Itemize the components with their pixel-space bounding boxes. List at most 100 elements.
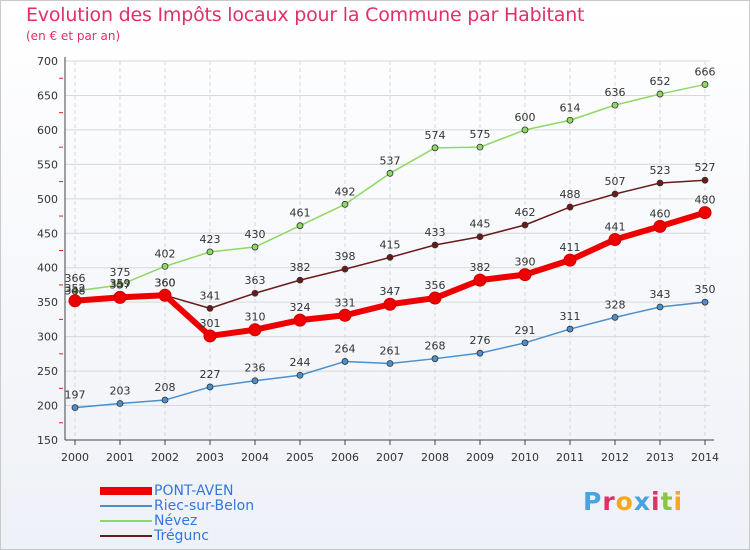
data-point [338,308,352,322]
data-point [161,396,169,404]
data-label: 348 [65,285,86,298]
data-point [476,233,484,241]
legend-item: Trégunc [100,528,340,544]
data-label: 363 [245,274,266,287]
chart-legend: PONT-AVEN Riec-sur-Belon Névez Trégunc [100,483,340,544]
data-label: 366 [65,272,86,285]
data-point [518,268,532,282]
data-point [386,360,394,367]
data-label: 636 [605,86,626,99]
data-point [476,143,484,151]
data-label: 423 [200,233,221,246]
data-label: 359 [110,277,131,290]
data-point [383,297,397,311]
y-tick-label: 350 [37,296,58,309]
legend-swatch [100,487,152,495]
data-label: 441 [605,220,626,233]
data-point [251,289,259,297]
data-point [521,339,529,347]
data-point [701,81,709,88]
data-label: 328 [605,298,626,311]
data-point [521,126,529,134]
x-tick-label: 2000 [61,451,89,464]
data-point [68,294,82,308]
data-label: 244 [290,356,311,369]
data-point [251,377,259,385]
data-label: 488 [560,188,581,201]
data-label: 666 [695,65,716,78]
data-point [431,241,439,249]
x-tick-label: 2013 [646,451,674,464]
data-label: 398 [335,250,356,263]
y-tick-label: 150 [37,434,58,447]
data-label: 208 [155,381,176,394]
data-point [206,248,214,256]
y-tick-label: 700 [37,55,58,68]
data-point [656,303,664,311]
legend-swatch [100,535,152,537]
data-point [386,169,394,177]
data-point [608,232,622,246]
data-label: 415 [380,238,401,251]
data-label: 197 [65,389,86,402]
x-tick-label: 2011 [556,451,584,464]
data-label: 433 [425,226,446,239]
data-point [116,400,124,407]
data-label: 268 [425,340,446,353]
legend-swatch [100,520,152,522]
data-point [428,291,442,305]
data-point [656,90,664,98]
x-tick-label: 2012 [601,451,629,464]
data-label: 360 [155,276,176,289]
x-tick-label: 2002 [151,451,179,464]
data-label: 390 [515,256,536,269]
data-point [566,116,574,124]
legend-label: Névez [154,513,198,529]
data-point [611,190,619,198]
data-label: 461 [290,207,311,220]
data-point [698,206,712,220]
x-tick-label: 2009 [466,451,494,464]
data-label: 324 [290,301,311,314]
data-point [296,276,304,284]
data-label: 492 [335,185,356,198]
data-label: 331 [335,296,356,309]
data-point [701,298,709,306]
data-label: 301 [200,317,221,330]
y-tick-label: 200 [37,400,58,413]
legend-label: Trégunc [154,528,209,544]
data-label: 411 [560,241,581,254]
data-point [296,371,304,379]
data-point [431,144,439,152]
data-point [611,313,619,321]
x-tick-label: 2010 [511,451,539,464]
data-point [113,290,127,304]
data-label: 356 [425,279,446,292]
data-point [431,355,439,363]
data-point [476,349,484,357]
data-label: 347 [380,285,401,298]
y-tick-label: 400 [37,262,58,275]
data-point [71,404,79,412]
data-point [611,101,619,109]
data-point [386,253,394,261]
data-label: 402 [155,247,176,260]
data-point [653,219,667,233]
data-label: 652 [650,75,671,88]
data-point [563,253,577,267]
data-label: 600 [515,111,536,124]
data-label: 276 [470,334,491,347]
legend-item: Riec-sur-Belon [100,498,340,514]
data-point [293,313,307,327]
data-label: 343 [650,288,671,301]
legend-item: Névez [100,513,340,529]
data-label: 360 [155,276,176,289]
data-label: 575 [470,128,491,141]
y-tick-label: 300 [37,331,58,344]
data-label: 311 [560,310,581,323]
y-tick-label: 250 [37,365,58,378]
data-label: 460 [650,207,671,220]
data-point [203,329,217,343]
